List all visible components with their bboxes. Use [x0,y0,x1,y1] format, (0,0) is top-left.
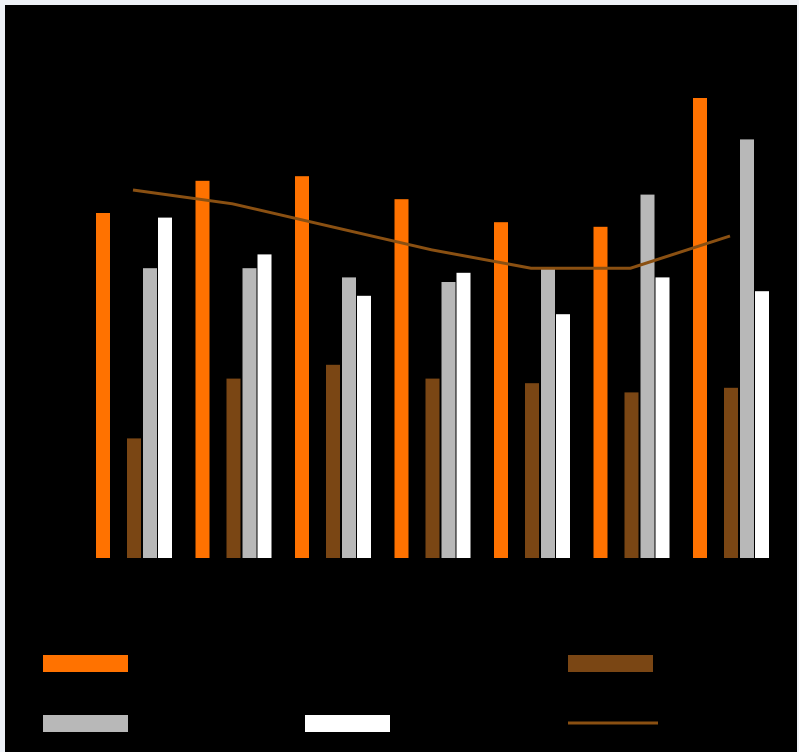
bar [693,98,707,558]
legend-swatch [568,655,653,672]
bar [525,383,539,558]
bar [425,378,440,558]
bar [326,364,340,558]
bar [655,277,670,558]
line [132,188,731,270]
bar [195,180,210,559]
bar [456,272,471,558]
legend-swatch [305,715,390,732]
bar [556,314,570,558]
bar [624,392,639,558]
bar [127,438,141,558]
legend-swatch [43,655,128,672]
bar [740,139,754,558]
bar [295,176,309,558]
bar [242,268,257,558]
bar [441,282,456,558]
bar [755,291,769,558]
bar [158,217,172,558]
bar [394,199,409,558]
bar [143,268,157,558]
bar [96,213,110,558]
bar [541,268,555,558]
bar [494,222,508,558]
bar [342,277,356,558]
bar [593,226,608,559]
bar [724,387,738,558]
legend-swatch [43,715,128,732]
bar [226,378,241,558]
bar [257,254,272,558]
bar [357,295,371,558]
bar [640,194,655,558]
